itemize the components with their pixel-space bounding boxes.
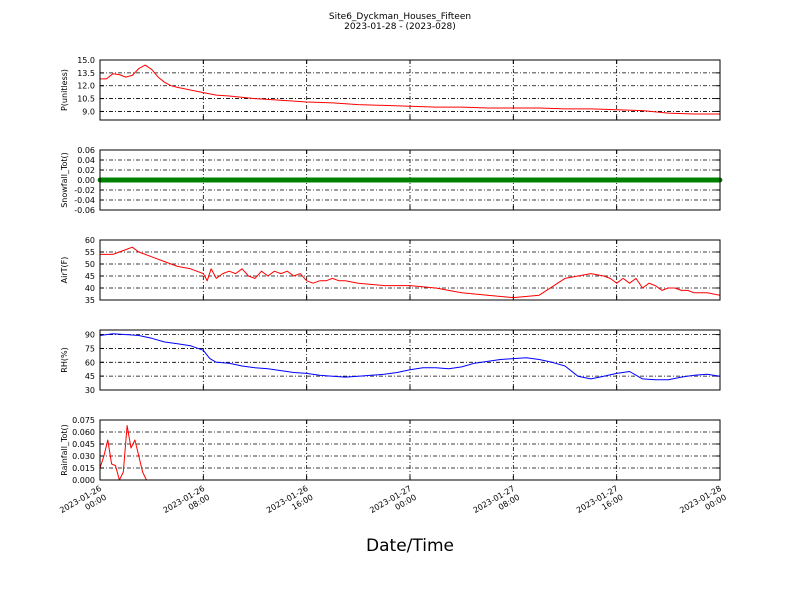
x-tick-labels: 2023-01-2600:00 2023-01-2608:00 2023-01-26… (58, 484, 728, 524)
panel-3: 35 40 45 50 55 60 AirT(F) (60, 236, 721, 305)
panel-frame (99, 239, 721, 301)
x-tick-label: 2023-01-2600:00 (58, 484, 108, 524)
y-tick-label: 45 (85, 272, 95, 281)
x-tick-label: 2023-01-2616:00 (265, 484, 315, 524)
y-tick-label: 0.060 (72, 428, 95, 437)
y-tick-label: 90 (85, 331, 95, 340)
chart-subtitle: 2023-01-28 - (2023-028) (344, 22, 456, 32)
panel-1: 9.0 10.5 12.0 13.5 15.0 P(unitless) (60, 56, 721, 121)
y-tick-label: 35 (85, 296, 95, 305)
y-tick-label: 0.04 (77, 156, 95, 165)
y-tick-label: -0.06 (74, 206, 95, 215)
y-tick-label: 13.5 (77, 69, 95, 78)
y-tick-label: 60 (85, 358, 95, 367)
y-tick-label: 15.0 (77, 56, 95, 65)
panel-2: -0.06-0.04-0.020.000.020.040.06 Snowfall_… (60, 146, 723, 215)
y-tick-label: 0.015 (72, 464, 95, 473)
y-axis-label: Rainfall_Tot() (60, 424, 69, 476)
x-tick-label: 2023-01-2708:00 (472, 484, 522, 524)
y-tick-label: 30 (85, 386, 95, 395)
x-tick-label: 2023-01-2700:00 (368, 484, 418, 524)
x-axis-label: Date/Time (366, 536, 454, 556)
y-tick-label: 0.06 (77, 146, 95, 155)
y-axis-label: AirT(F) (60, 257, 69, 284)
series-markers (97, 177, 723, 183)
y-tick-label: 50 (85, 260, 95, 269)
y-tick-label: 40 (85, 284, 95, 293)
panel-frame (99, 149, 721, 211)
y-tick-label: 0.00 (77, 176, 95, 185)
panel-4: 30 45 60 75 90 RH(%) (60, 329, 721, 395)
y-axis-label: RH(%) (60, 347, 69, 372)
series-line (100, 333, 720, 381)
y-tick-label: 45 (85, 372, 95, 381)
y-tick-label: 0.045 (72, 440, 95, 449)
y-tick-label: -0.02 (74, 186, 95, 195)
y-tick-label: 55 (85, 248, 95, 257)
y-axis-label: Snowfall_Tot() (60, 152, 69, 208)
y-tick-label: 12.0 (77, 82, 95, 91)
series-line (100, 425, 720, 480)
y-tick-label: 10.5 (77, 95, 95, 104)
y-tick-label: -0.04 (74, 196, 95, 205)
series-line (100, 246, 720, 299)
y-tick-label: 9.0 (82, 107, 95, 116)
panels-group: 9.0 10.5 12.0 13.5 15.0 P(unitless) -0.06-0.04… (60, 56, 723, 485)
y-tick-label: 0.075 (72, 416, 95, 425)
panel-5: 0.000 0.015 0.030 0.045 0.060 0.075Rainfall_T… (60, 416, 721, 485)
x-tick-label: 2023-01-2800:00 (678, 484, 728, 524)
y-tick-label: 0.030 (72, 452, 95, 461)
y-tick-label: 0.02 (77, 166, 95, 175)
panel-frame (99, 329, 721, 391)
panel-frame (99, 59, 721, 121)
x-tick-label: 2023-01-2608:00 (162, 484, 212, 524)
y-tick-label: 60 (85, 236, 95, 245)
y-axis-label: P(unitless) (60, 69, 69, 111)
series-line (100, 64, 720, 115)
chart-title: Site6_Dyckman_Houses_Fifteen (329, 12, 471, 22)
y-tick-label: 0.000 (72, 476, 95, 485)
panel-frame (99, 419, 721, 481)
x-tick-label: 2023-01-2716:00 (575, 484, 625, 524)
y-tick-label: 75 (85, 344, 95, 353)
